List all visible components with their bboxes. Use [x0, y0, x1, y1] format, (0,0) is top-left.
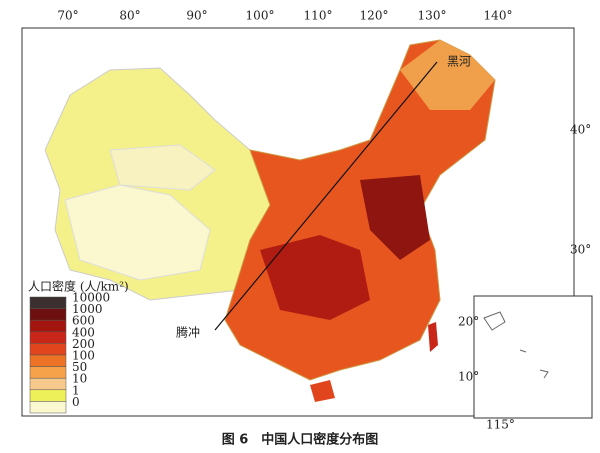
longitude-label: 110°: [304, 9, 333, 23]
legend-label: 10: [72, 372, 87, 386]
legend-label: 200: [72, 337, 95, 351]
northeast-region: [400, 40, 495, 110]
tibet-region: [64, 184, 211, 281]
north-china-dense: [360, 175, 430, 260]
legend-swatch: [29, 389, 67, 402]
longitude-label: 130°: [418, 9, 447, 23]
legend-title: 人口密度 (人/km²): [28, 279, 129, 294]
legend-swatch: [29, 296, 67, 309]
legend-swatch: [29, 401, 67, 414]
inset-islands: [483, 311, 549, 379]
inset-frame: [473, 295, 593, 419]
legend-swatch: [29, 366, 67, 379]
legend-swatch: [29, 319, 67, 333]
legend-label: 400: [72, 325, 95, 339]
inset-lat-label: 20°: [458, 315, 479, 329]
hainan: [310, 380, 335, 402]
legend-swatch: [29, 354, 67, 367]
legend-label: 10000: [72, 291, 110, 305]
inset-lon-label: 115°: [486, 418, 515, 432]
legend-swatch: [29, 331, 67, 344]
legend-label: 50: [72, 360, 87, 374]
longitude-label: 90°: [186, 9, 207, 23]
caption: 图 6 中国人口密度分布图: [222, 432, 379, 448]
legend-swatch: [29, 377, 67, 391]
legend-label: 100: [72, 349, 95, 363]
sichuan-dense: [260, 235, 370, 320]
hu-line: [214, 61, 438, 331]
latitude-label: 40°: [570, 123, 591, 137]
longitude-labels: 70° 80° 90° 100° 110° 120° 130° 140°: [57, 9, 512, 23]
taiwan: [428, 322, 438, 352]
legend-label: 1000: [72, 302, 103, 316]
legend-label: 600: [72, 314, 95, 328]
place-label: 腾冲: [176, 325, 200, 340]
legend-swatch: [29, 308, 67, 321]
latitude-label: 30°: [570, 243, 591, 257]
longitude-label: 70°: [57, 9, 78, 23]
tarim-region: [109, 144, 216, 191]
longitude-label: 100°: [246, 9, 275, 23]
longitude-label: 120°: [360, 9, 389, 23]
legend-swatch: [29, 343, 67, 356]
legend-label: 0: [72, 395, 80, 409]
longitude-label: 140°: [484, 9, 513, 23]
legend-label: 1: [72, 383, 80, 397]
place-label: 黑河: [447, 55, 471, 69]
longitude-label: 80°: [119, 9, 140, 23]
inset-lat-label: 10°: [458, 370, 479, 384]
